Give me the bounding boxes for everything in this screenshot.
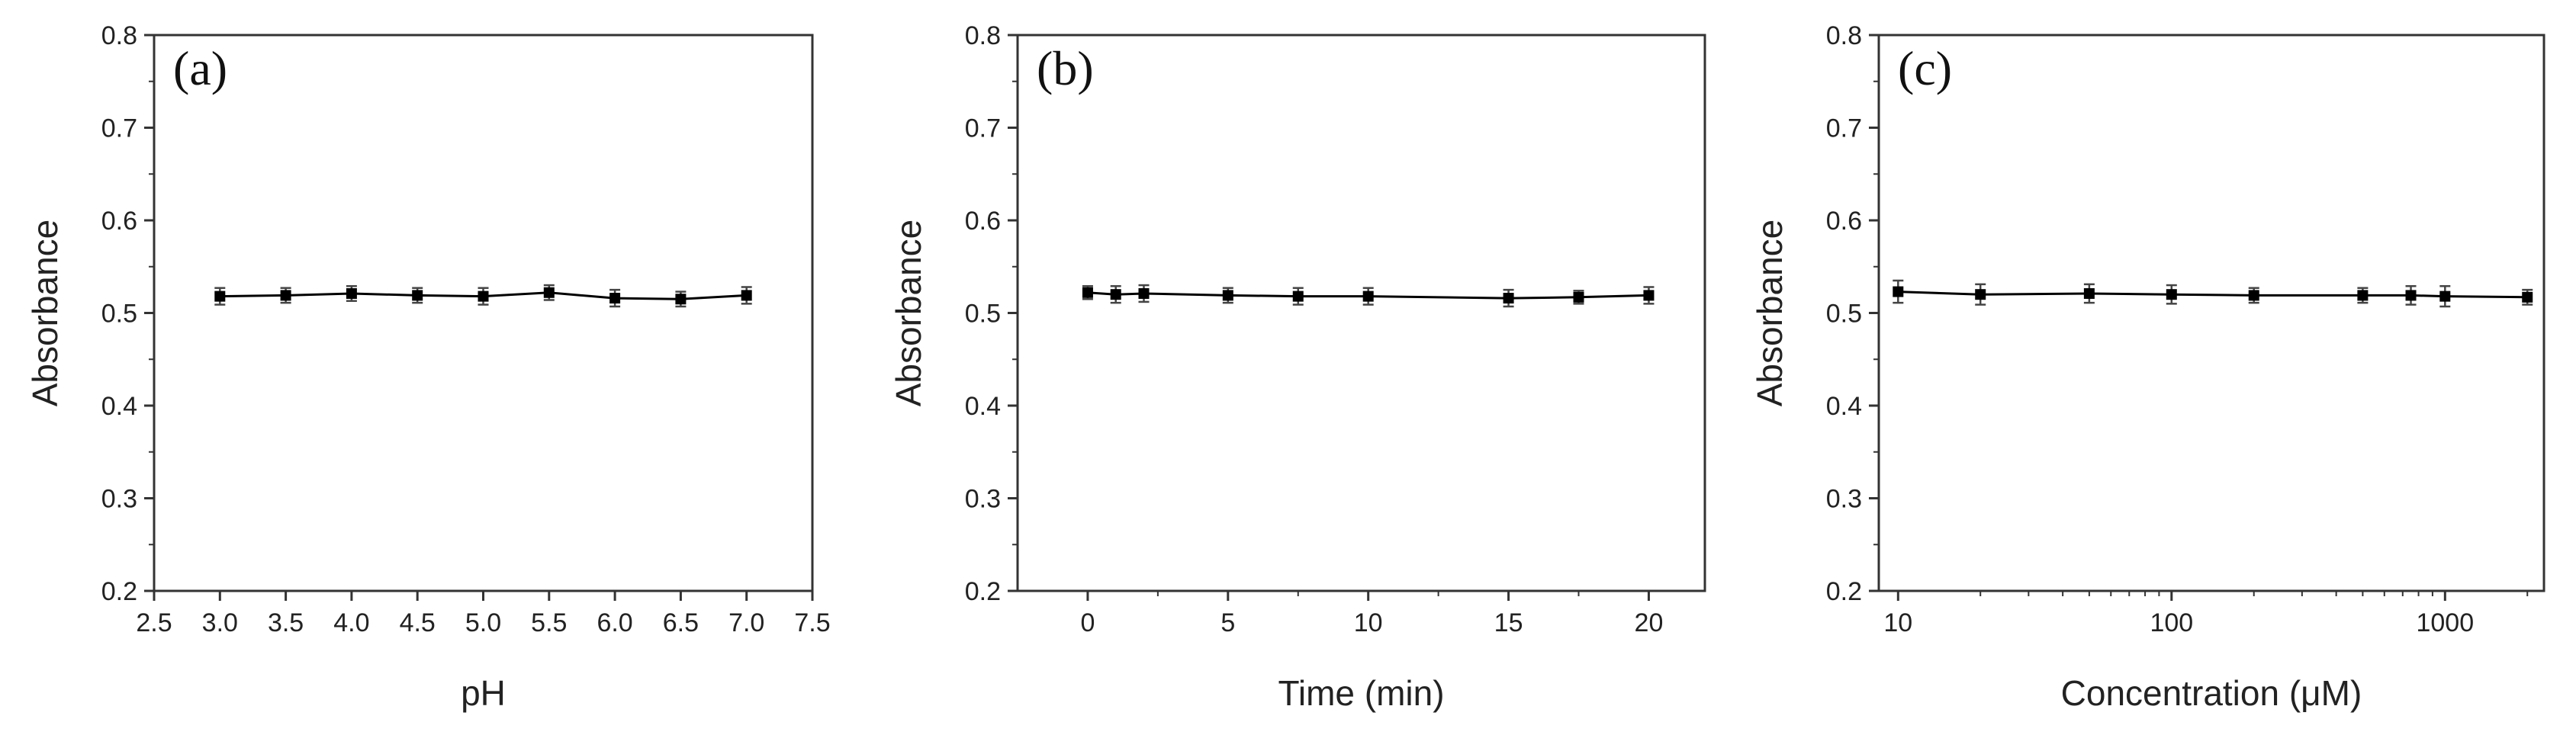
y-tick-label: 0.6 (101, 207, 137, 236)
data-point (1573, 291, 1584, 303)
y-axis-title: Absorbance (1750, 220, 1790, 407)
y-tick-label: 0.8 (965, 21, 1001, 50)
data-point (478, 290, 489, 302)
y-tick-label: 0.2 (965, 577, 1001, 606)
y-tick-label: 0.5 (965, 300, 1001, 329)
series-line (1898, 290, 2528, 299)
data-point (1138, 287, 1150, 299)
y-tick-label: 0.3 (1826, 485, 1862, 514)
panel-label: (b) (1037, 41, 1094, 95)
y-tick-label: 0.4 (1826, 392, 1862, 421)
y-tick-label: 0.7 (1826, 114, 1862, 143)
x-tick-label: 5.5 (531, 608, 567, 637)
y-tick-label: 0.4 (965, 392, 1001, 421)
data-point (1503, 293, 1514, 304)
x-tick-label: 10 (1354, 608, 1383, 637)
data-point (543, 287, 555, 298)
data-series (214, 284, 752, 308)
data-point (675, 294, 687, 305)
x-axis-title: Concentration (μM) (2061, 673, 2362, 713)
x-tick-label: 1000 (2416, 608, 2474, 637)
chart-panel-1: 0.2 0.3 0.4 0.5 0.6 0.7 0.8 2.5 3.0 3.5 4.0 4.5 5.0 5… (25, 21, 831, 713)
data-point (1362, 290, 1374, 302)
x-tick-label: 5 (1220, 608, 1235, 637)
data-point (2357, 290, 2369, 301)
data-point (214, 290, 226, 302)
data-point (1643, 290, 1655, 301)
y-tick-label: 0.8 (101, 21, 137, 50)
chart-panel-3: 0.2 0.3 0.4 0.5 0.6 0.7 0.8 10 100 1000 Concentrat… (1750, 21, 2545, 713)
data-series (1082, 284, 1655, 308)
y-tick-label: 0.6 (1826, 207, 1862, 236)
x-tick-label: 20 (1635, 608, 1664, 637)
y-tick-label: 0.2 (101, 577, 137, 606)
x-tick-label: 15 (1494, 608, 1523, 637)
x-tick-label: 6.5 (663, 608, 699, 637)
y-tick-label: 0.6 (965, 207, 1001, 236)
x-tick-label: 3.0 (202, 608, 238, 637)
y-tick-label: 0.3 (965, 485, 1001, 514)
x-tick-label: 4.0 (333, 608, 369, 637)
y-axis-title: Absorbance (25, 220, 65, 407)
data-point (2439, 290, 2451, 302)
plot-frame (1016, 34, 1706, 592)
x-tick-label: 7.5 (794, 608, 830, 637)
plot-frame (153, 34, 814, 592)
x-tick-label: 4.5 (400, 608, 436, 637)
data-series (1893, 279, 2533, 308)
data-point (609, 293, 621, 304)
y-tick-label: 0.5 (1826, 300, 1862, 329)
data-point (741, 290, 752, 301)
x-tick-label: 5.0 (465, 608, 501, 637)
data-point (1975, 289, 1986, 300)
chart-panel-2: 0.2 0.3 0.4 0.5 0.6 0.7 0.8 0 5 10 15 20 Time (min) A… (889, 21, 1706, 713)
x-tick-label: 7.0 (728, 608, 764, 637)
panel-label: (c) (1898, 41, 1952, 95)
data-point (1082, 287, 1093, 298)
data-point (2248, 290, 2259, 301)
y-tick-label: 0.7 (965, 114, 1001, 143)
data-point (2083, 287, 2095, 299)
data-point (2166, 289, 2177, 300)
x-tick-label: 6.0 (597, 608, 632, 637)
data-point (346, 287, 357, 299)
data-point (1222, 290, 1233, 301)
y-tick-label: 0.8 (1826, 21, 1862, 50)
x-tick-label: 2.5 (136, 608, 172, 637)
x-tick-label: 100 (2150, 608, 2193, 637)
data-point (2405, 290, 2417, 301)
y-tick-label: 0.3 (101, 485, 137, 514)
data-point (280, 290, 291, 301)
y-tick-label: 0.4 (101, 392, 137, 421)
data-point (2522, 291, 2533, 303)
data-point (1893, 286, 1904, 297)
data-point (1110, 289, 1121, 300)
x-axis-title: Time (min) (1278, 673, 1444, 713)
x-axis-title: pH (461, 673, 506, 713)
panel-label: (a) (173, 41, 227, 95)
data-point (1292, 290, 1304, 302)
y-tick-label: 0.7 (101, 114, 137, 143)
y-tick-label: 0.2 (1826, 577, 1862, 606)
plot-frame (1877, 34, 2545, 592)
x-tick-label: 10 (1883, 608, 1912, 637)
x-tick-label: 3.5 (268, 608, 304, 637)
data-point (412, 290, 423, 301)
x-tick-label: 0 (1080, 608, 1095, 637)
y-axis-title: Absorbance (889, 220, 928, 407)
y-tick-label: 0.5 (101, 300, 137, 329)
